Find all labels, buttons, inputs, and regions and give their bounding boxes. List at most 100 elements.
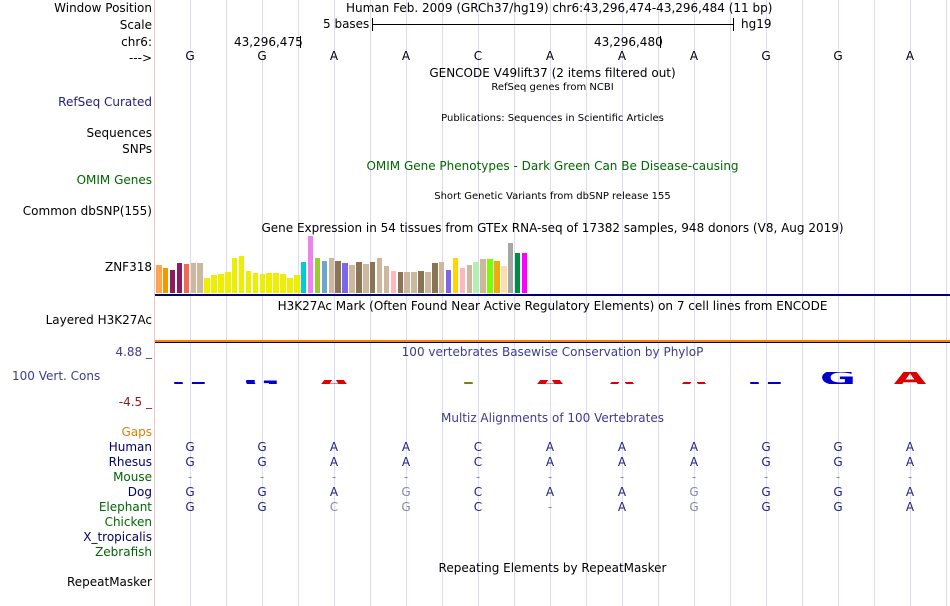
gaps-label[interactable]: Gaps (121, 425, 152, 439)
omim-track-label[interactable]: OMIM Genes (76, 173, 152, 187)
gtex-tissue-bar[interactable] (432, 263, 438, 293)
gtex-tissue-bar[interactable] (480, 259, 486, 293)
dbsnp-track-title[interactable]: Short Genetic Variants from dbSNP releas… (434, 191, 671, 202)
h3k27ac-track-label[interactable]: Layered H3K27Ac (45, 313, 152, 327)
species-label[interactable]: Human (108, 440, 152, 454)
gtex-tissue-bar[interactable] (321, 261, 328, 293)
gtex-tissue-bar[interactable] (211, 275, 217, 293)
scale-bar-right-tick (733, 18, 734, 31)
gtex-tissue-bar[interactable] (197, 263, 203, 293)
species-base: - (259, 470, 265, 484)
gencode-track-title[interactable]: GENCODE V49lift37 (2 items filtered out) (429, 66, 676, 80)
gtex-tissue-bar[interactable] (225, 272, 231, 293)
gtex-tissue-bar[interactable] (349, 265, 355, 293)
gtex-tissue-bar[interactable] (418, 271, 424, 293)
grid-line (370, 0, 371, 606)
window-position-value: Human Feb. 2009 (GRCh37/hg19) chr6:43,29… (346, 1, 773, 15)
dbsnp-track-label[interactable]: Common dbSNP(155) (22, 204, 152, 218)
coord-1: 43,296,475 (234, 35, 303, 49)
gtex-tissue-bar[interactable] (176, 263, 183, 293)
gtex-tissue-bar[interactable] (363, 264, 369, 293)
gtex-tissue-bar[interactable] (162, 268, 169, 293)
conservation-track-label[interactable]: 100 Vert. Cons (12, 369, 101, 383)
gtex-tissue-bar[interactable] (356, 262, 362, 293)
gtex-tissue-bar[interactable] (501, 266, 507, 293)
gtex-tissue-bar[interactable] (245, 271, 252, 293)
publications-track-title[interactable]: Publications: Sequences in Scientific Ar… (441, 113, 664, 124)
gtex-tissue-bar[interactable] (300, 262, 307, 293)
gtex-tissue-bar[interactable] (259, 274, 265, 293)
grid-line (730, 0, 731, 606)
gtex-tissue-bar[interactable] (307, 236, 314, 293)
gtex-gene-label[interactable]: ZNF318 (104, 260, 152, 274)
gtex-tissue-bar[interactable] (459, 268, 466, 293)
gtex-tissue-bar[interactable] (369, 262, 376, 293)
gtex-tissue-bar[interactable] (204, 278, 210, 293)
repeatmasker-track-title[interactable]: Repeating Elements by RepeatMasker (438, 561, 667, 575)
gtex-tissue-bar[interactable] (252, 273, 259, 293)
gtex-tissue-bar[interactable] (280, 274, 286, 293)
species-label[interactable]: Rhesus (108, 455, 152, 469)
species-label[interactable]: Zebrafish (95, 545, 152, 559)
gtex-tissue-bar[interactable] (342, 263, 348, 293)
gtex-tissue-bar[interactable] (507, 243, 514, 293)
gtex-tissue-bar[interactable] (231, 258, 238, 293)
omim-track-title[interactable]: OMIM Gene Phenotypes - Dark Green Can Be… (366, 159, 739, 173)
gtex-tissue-bar[interactable] (411, 272, 417, 293)
base-letter: A (689, 49, 699, 63)
species-base: A (905, 500, 915, 514)
gtex-tissue-bar[interactable] (487, 259, 493, 293)
gtex-tissue-bar[interactable] (287, 278, 293, 293)
h3k27ac-signal-line (155, 340, 950, 342)
gtex-tissue-bar[interactable] (445, 270, 452, 293)
gtex-tissue-bar[interactable] (376, 258, 383, 293)
grid-line (910, 0, 911, 606)
species-base: A (689, 440, 699, 454)
conservation-track-title[interactable]: 100 vertebrates Basewise Conservation by… (401, 345, 704, 359)
gtex-tissue-bar[interactable] (183, 264, 190, 293)
species-label[interactable]: Chicken (104, 515, 152, 529)
gtex-track-title[interactable]: Gene Expression in 54 tissues from GTEx … (261, 221, 844, 235)
gtex-tissue-bar[interactable] (314, 258, 321, 293)
gtex-tissue-bar[interactable] (473, 262, 479, 293)
species-base: A (905, 455, 915, 469)
gtex-tissue-bar[interactable] (390, 271, 397, 293)
gtex-tissue-bar[interactable] (425, 272, 431, 293)
sequences-track-label[interactable]: Sequences (86, 126, 152, 140)
gtex-tissue-bar[interactable] (397, 272, 403, 293)
gtex-tissue-bar[interactable] (404, 272, 410, 293)
gtex-tissue-bar[interactable] (328, 258, 334, 293)
gtex-tissue-bar[interactable] (452, 258, 459, 293)
gtex-tissue-bar[interactable] (238, 256, 245, 293)
multiz-track-title[interactable]: Multiz Alignments of 100 Vertebrates (440, 411, 665, 425)
species-label[interactable]: X_tropicalis (83, 530, 152, 544)
species-base: G (833, 500, 843, 514)
repeatmasker-track-label[interactable]: RepeatMasker (66, 575, 152, 589)
snps-track-label[interactable]: SNPs (122, 142, 152, 156)
gtex-tissue-bar[interactable] (294, 275, 300, 293)
gtex-tissue-bar[interactable] (494, 261, 500, 293)
species-base: A (545, 455, 555, 469)
refseq-track-title[interactable]: RefSeq genes from NCBI (491, 82, 614, 93)
species-base: G (761, 455, 771, 469)
species-base: G (257, 455, 267, 469)
gtex-tissue-bar[interactable] (466, 265, 472, 293)
gtex-tissue-bar[interactable] (514, 253, 521, 293)
h3k27ac-track-title[interactable]: H3K27Ac Mark (Often Found Near Active Re… (277, 299, 828, 313)
gtex-tissue-bar[interactable] (169, 270, 176, 293)
gtex-tissue-bar[interactable] (438, 262, 445, 293)
species-label[interactable]: Dog (127, 485, 152, 499)
gtex-tissue-bar[interactable] (218, 274, 224, 293)
gtex-tissue-bar[interactable] (266, 273, 272, 293)
species-base: G (833, 455, 843, 469)
gtex-tissue-bar[interactable] (335, 261, 341, 293)
species-label[interactable]: Mouse (113, 470, 152, 484)
gtex-tissue-bar[interactable] (190, 263, 196, 293)
conservation-letter: A (646, 382, 743, 384)
gtex-tissue-bar[interactable] (273, 273, 279, 293)
gtex-tissue-bar[interactable] (521, 253, 528, 293)
gtex-tissue-bar[interactable] (383, 266, 390, 293)
gtex-tissue-bar[interactable] (156, 265, 162, 293)
refseq-track-label[interactable]: RefSeq Curated (58, 95, 152, 109)
species-label[interactable]: Elephant (98, 500, 152, 514)
